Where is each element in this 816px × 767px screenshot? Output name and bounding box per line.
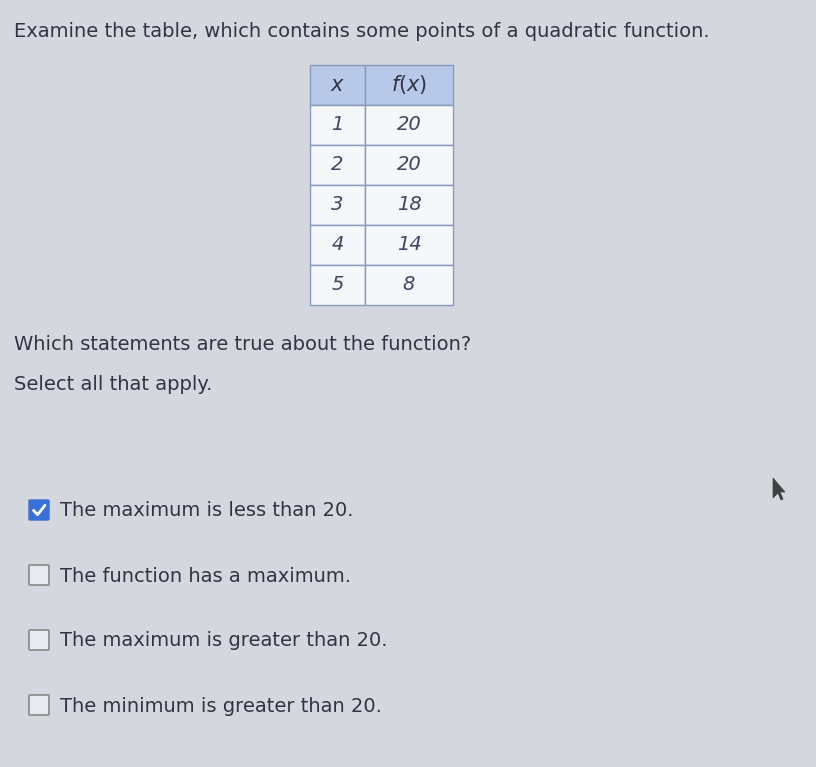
Bar (310, 265, 365, 305)
Bar (310, 145, 365, 185)
Text: Select all that apply.: Select all that apply. (14, 375, 212, 394)
Bar (365, 105, 453, 145)
Text: 20: 20 (397, 156, 421, 175)
Text: 8: 8 (403, 275, 415, 295)
Text: The function has a maximum.: The function has a maximum. (60, 567, 351, 585)
FancyBboxPatch shape (29, 630, 49, 650)
Bar (365, 265, 453, 305)
Bar (365, 185, 453, 225)
Text: 1: 1 (331, 116, 344, 134)
FancyBboxPatch shape (29, 500, 49, 520)
Text: $x$: $x$ (330, 75, 345, 95)
Text: The maximum is less than 20.: The maximum is less than 20. (60, 502, 353, 521)
FancyBboxPatch shape (29, 565, 49, 585)
Text: Examine the table, which contains some points of a quadratic function.: Examine the table, which contains some p… (14, 22, 710, 41)
Text: The maximum is greater than 20.: The maximum is greater than 20. (60, 631, 388, 650)
Text: 3: 3 (331, 196, 344, 215)
Bar (365, 225, 453, 265)
FancyBboxPatch shape (29, 695, 49, 715)
Text: 5: 5 (331, 275, 344, 295)
Bar (310, 65, 365, 105)
Text: 20: 20 (397, 116, 421, 134)
Bar (365, 145, 453, 185)
Text: 2: 2 (331, 156, 344, 175)
Bar (310, 225, 365, 265)
Text: 18: 18 (397, 196, 421, 215)
Text: Which statements are true about the function?: Which statements are true about the func… (14, 335, 472, 354)
Text: 14: 14 (397, 235, 421, 255)
Bar (310, 105, 365, 145)
Text: The minimum is greater than 20.: The minimum is greater than 20. (60, 696, 382, 716)
Polygon shape (773, 478, 785, 500)
Text: $f(x)$: $f(x)$ (391, 74, 427, 97)
Bar (310, 185, 365, 225)
Text: 4: 4 (331, 235, 344, 255)
Bar (365, 65, 453, 105)
